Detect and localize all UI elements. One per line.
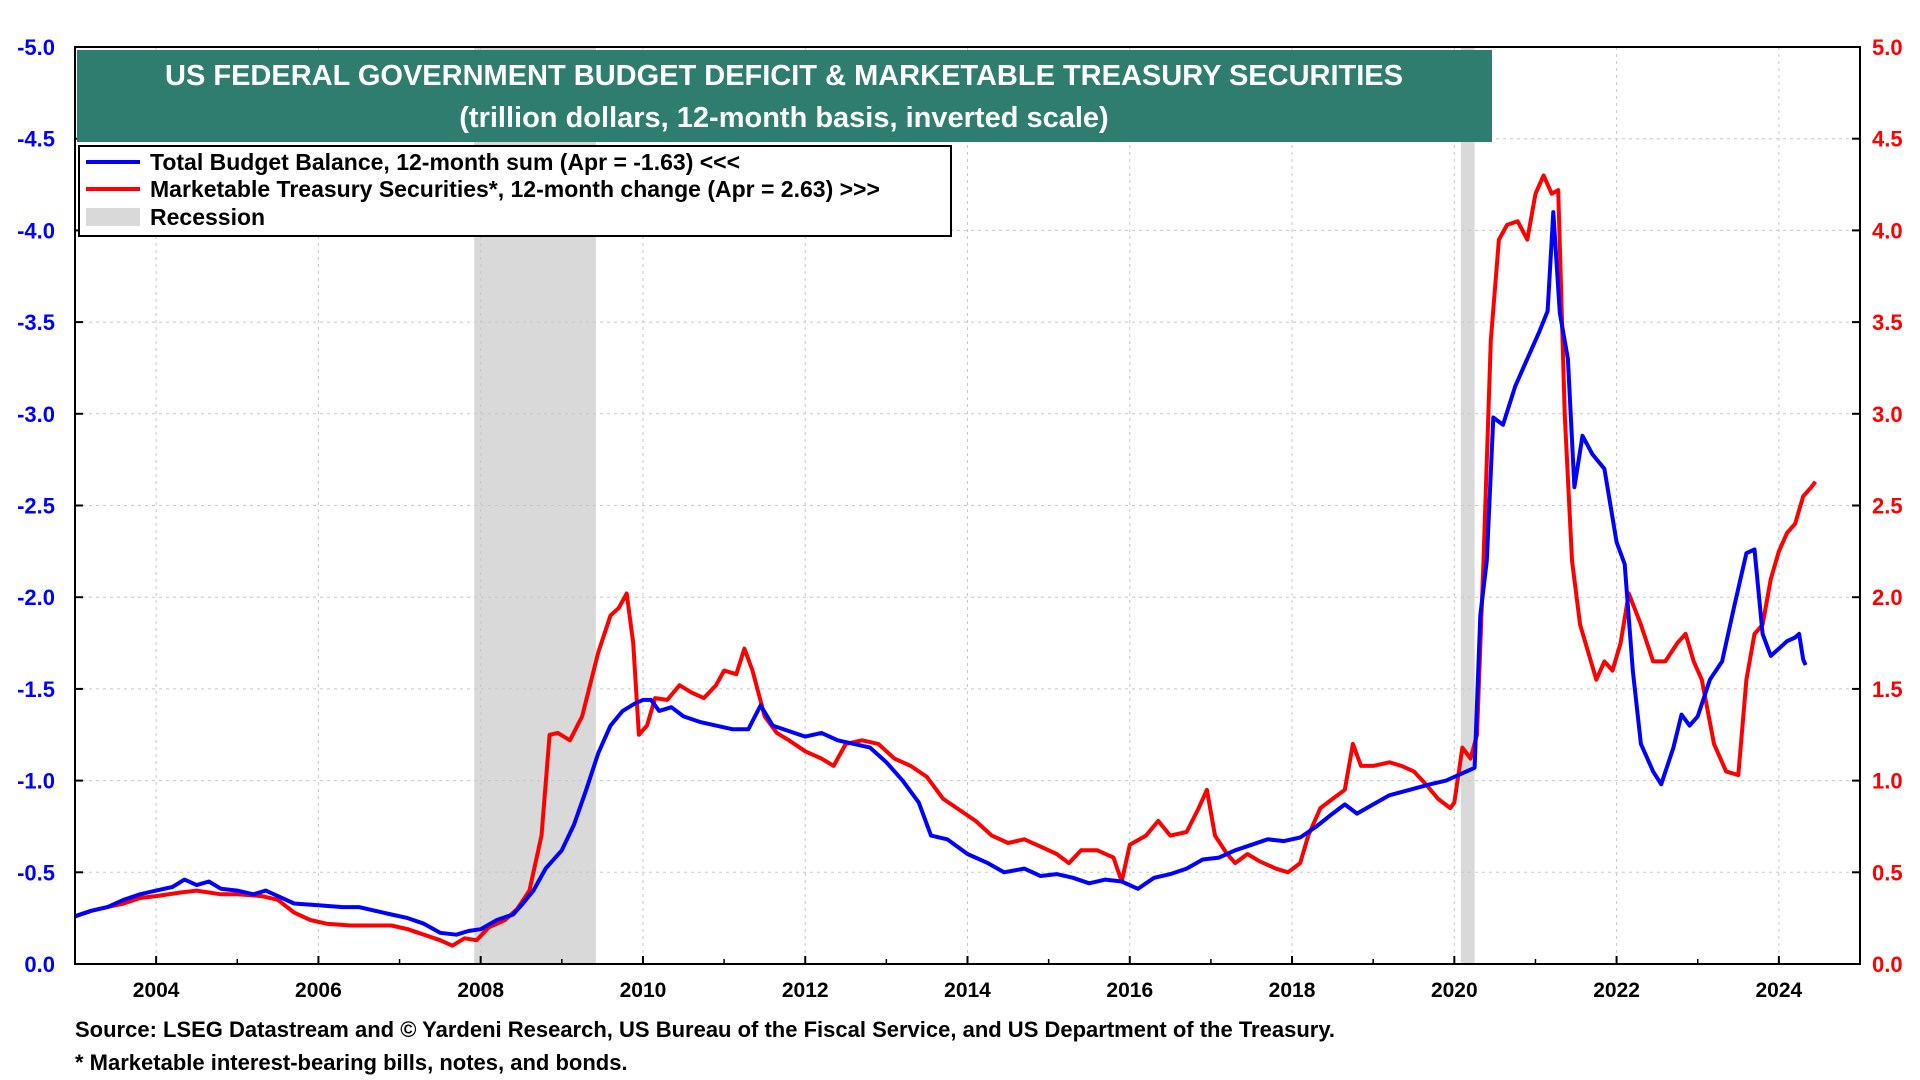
legend-label-recession: Recession <box>150 204 265 230</box>
x-tick-label: 2004 <box>133 979 180 1002</box>
right-tick-label: 2.0 <box>1872 585 1903 610</box>
left-tick-label: -1.0 <box>17 769 55 794</box>
series-lines <box>74 173 1818 948</box>
right-tick-label: 1.5 <box>1872 677 1903 702</box>
right-tick-label: 5.0 <box>1872 35 1903 60</box>
left-axis-ticks: -5.0 -4.5 -4.0 -3.5 -3.0 -2.5 -2.0 -1.5 -1.0 -0.5… <box>17 35 83 977</box>
right-tick-label: 0.5 <box>1872 860 1903 885</box>
chart-subtitle: (trillion dollars, 12-month basis, inver… <box>459 102 1108 134</box>
left-tick-label: -3.5 <box>17 310 55 335</box>
x-tick-label: 2008 <box>457 979 504 1002</box>
legend: Total Budget Balance, 12-month sum (Apr … <box>78 145 952 237</box>
right-tick-label: 4.5 <box>1872 127 1903 152</box>
left-tick-label: -4.5 <box>17 127 55 152</box>
recession-band-1 <box>1460 47 1475 964</box>
right-tick-label: 1.0 <box>1872 769 1903 794</box>
title-box <box>77 50 1492 142</box>
source-note: Source: LSEG Datastream and © Yardeni Re… <box>75 1017 1335 1042</box>
legend-label-treasury: Marketable Treasury Securities*, 12-mont… <box>150 176 880 202</box>
left-tick-label: -2.5 <box>17 494 55 519</box>
x-tick-label: 2014 <box>944 979 991 1002</box>
budget-balance-line <box>74 210 1808 937</box>
legend-swatch-recession <box>86 208 140 226</box>
x-tick-label: 2022 <box>1593 979 1640 1002</box>
right-tick-label: 3.5 <box>1872 310 1903 335</box>
x-tick-label: 2024 <box>1756 979 1803 1002</box>
x-tick-label: 2010 <box>620 979 667 1002</box>
left-tick-label: -4.0 <box>17 218 55 243</box>
right-tick-label: 2.5 <box>1872 494 1903 519</box>
x-tick-label: 2018 <box>1269 979 1316 1002</box>
left-tick-label: -3.0 <box>17 402 55 427</box>
chart-title: US FEDERAL GOVERNMENT BUDGET DEFICIT & M… <box>165 60 1403 92</box>
x-tick-label: 2020 <box>1431 979 1478 1002</box>
footnote: * Marketable interest-bearing bills, not… <box>75 1050 628 1075</box>
legend-label-budget: Total Budget Balance, 12-month sum (Apr … <box>150 149 740 175</box>
gridlines <box>75 47 1860 964</box>
right-tick-label: 3.0 <box>1872 402 1903 427</box>
right-axis-ticks: 5.0 4.5 4.0 3.5 3.0 2.5 2.0 1.5 1.0 0.5 0.0 <box>1852 35 1903 977</box>
right-tick-label: 4.0 <box>1872 218 1903 243</box>
left-tick-label: -2.0 <box>17 585 55 610</box>
legend-box <box>78 145 952 237</box>
treasury-securities-line <box>74 173 1818 948</box>
right-tick-label: 0.0 <box>1872 952 1903 977</box>
x-axis-ticks: 2004 2006 2008 2010 2012 2014 2016 2018 2020 2022… <box>74 956 1861 1002</box>
x-tick-label: 2006 <box>295 979 342 1002</box>
x-tick-label: 2012 <box>782 979 829 1002</box>
x-tick-label: 2016 <box>1106 979 1153 1002</box>
left-tick-label: -5.0 <box>17 35 55 60</box>
left-tick-label: 0.0 <box>24 952 55 977</box>
left-tick-label: -0.5 <box>17 860 55 885</box>
left-tick-label: -1.5 <box>17 677 55 702</box>
